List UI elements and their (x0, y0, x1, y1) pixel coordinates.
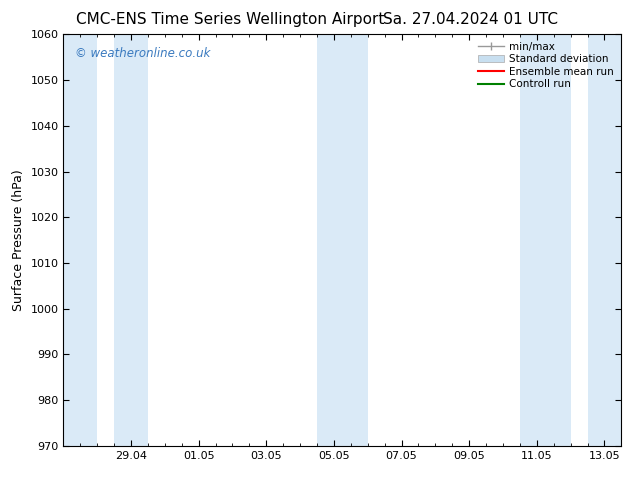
Bar (63, 34, 97, 446)
Text: © weatheronline.co.uk: © weatheronline.co.uk (75, 47, 210, 60)
Y-axis label: Surface Pressure (hPa): Surface Pressure (hPa) (12, 169, 25, 311)
Text: Sa. 27.04.2024 01 UTC: Sa. 27.04.2024 01 UTC (383, 12, 558, 27)
Bar (588, 34, 621, 446)
Bar (317, 34, 368, 446)
Text: CMC-ENS Time Series Wellington Airport: CMC-ENS Time Series Wellington Airport (76, 12, 384, 27)
Bar (520, 34, 571, 446)
Bar (114, 34, 148, 446)
Legend: min/max, Standard deviation, Ensemble mean run, Controll run: min/max, Standard deviation, Ensemble me… (474, 37, 618, 94)
